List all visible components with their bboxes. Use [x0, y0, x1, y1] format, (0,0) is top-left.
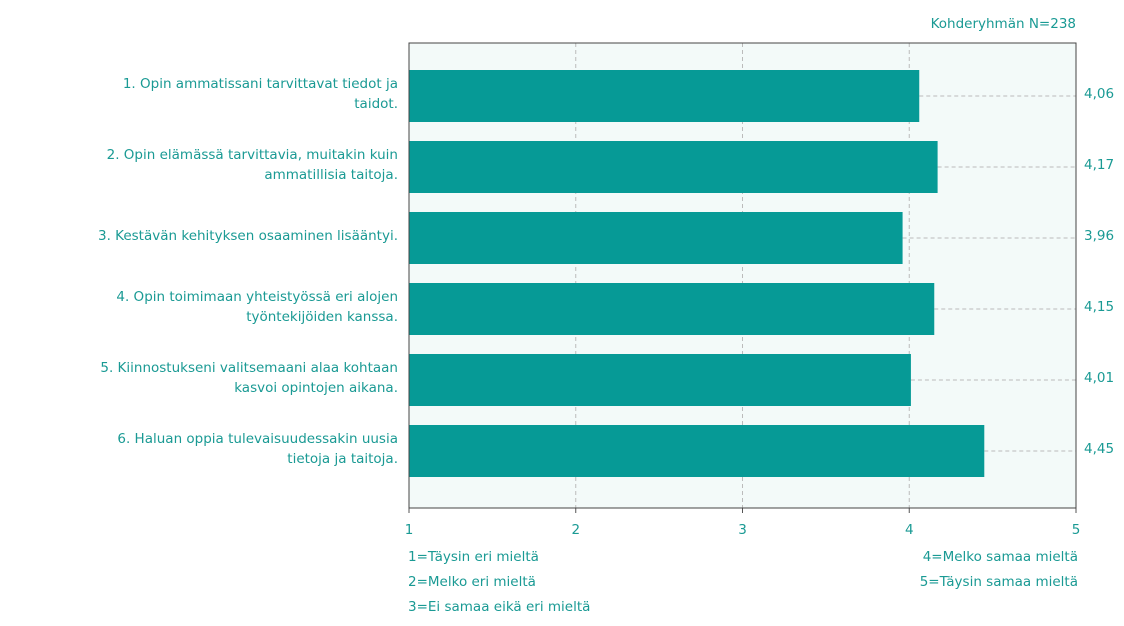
value-label: 4,01 [1084, 370, 1115, 386]
category-label: 2. Opin elämässä tarvittavia, muitakin k… [106, 147, 398, 183]
value-label: 4,45 [1084, 441, 1115, 457]
bar [409, 70, 920, 122]
scale-label: 5=Täysin samaa mieltä [919, 574, 1078, 590]
category-label: 1. Opin ammatissani tarvittavat tiedot j… [122, 76, 398, 112]
annotation: Kohderyhmän N=238 [930, 16, 1076, 32]
x-tick-label: 4 [904, 522, 914, 538]
value-label: 4,06 [1084, 86, 1115, 102]
scale-label: 2=Melko eri mieltä [408, 574, 536, 590]
bar [409, 212, 903, 264]
category-label: 6. Haluan oppia tulevaisuudessakin uusia… [117, 431, 398, 467]
bar [409, 283, 935, 335]
value-label: 4,17 [1084, 157, 1115, 173]
scale-label: 1=Täysin eri mieltä [408, 549, 539, 565]
value-label: 3,96 [1084, 228, 1115, 244]
x-tick-label: 2 [571, 522, 581, 538]
bar [409, 354, 911, 406]
category-label: 3. Kestävän kehityksen osaaminen lisäänt… [97, 228, 398, 244]
value-label: 4,15 [1084, 299, 1115, 315]
x-tick-label: 3 [738, 522, 747, 538]
plot-border [408, 42, 1077, 509]
scale-label: 3=Ei samaa eikä eri mieltä [408, 599, 591, 615]
scale-label: 4=Melko samaa mieltä [922, 549, 1078, 565]
category-label: 5. Kiinnostukseni valitsemaani alaa koht… [100, 360, 398, 396]
bar [409, 141, 938, 193]
x-tick-label: 1 [404, 522, 414, 538]
category-label: 4. Opin toimimaan yhteistyössä eri aloje… [116, 289, 398, 325]
bar [409, 425, 985, 477]
x-tick-label: 5 [1071, 522, 1081, 538]
